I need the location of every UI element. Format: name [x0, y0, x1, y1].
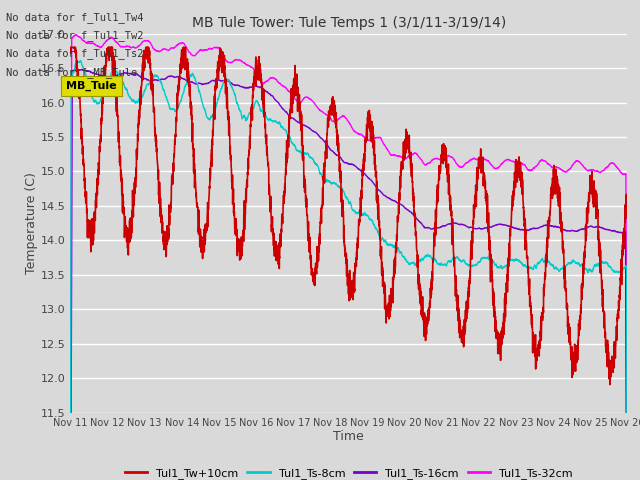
Y-axis label: Temperature (C): Temperature (C): [25, 172, 38, 274]
Text: MB_Tule: MB_Tule: [66, 81, 116, 91]
Text: No data for f_MB_Tule: No data for f_MB_Tule: [6, 67, 138, 78]
Legend: Tul1_Tw+10cm, Tul1_Ts-8cm, Tul1_Ts-16cm, Tul1_Ts-32cm: Tul1_Tw+10cm, Tul1_Ts-8cm, Tul1_Ts-16cm,…: [121, 463, 577, 480]
Text: No data for f_Tul1_Tw4: No data for f_Tul1_Tw4: [6, 12, 144, 23]
Text: No data for f_Tul1_Tw2: No data for f_Tul1_Tw2: [6, 30, 144, 41]
X-axis label: Time: Time: [333, 431, 364, 444]
Title: MB Tule Tower: Tule Temps 1 (3/1/11-3/19/14): MB Tule Tower: Tule Temps 1 (3/1/11-3/19…: [191, 16, 506, 30]
Text: No data for f_Tul1_Ts2: No data for f_Tul1_Ts2: [6, 48, 144, 60]
